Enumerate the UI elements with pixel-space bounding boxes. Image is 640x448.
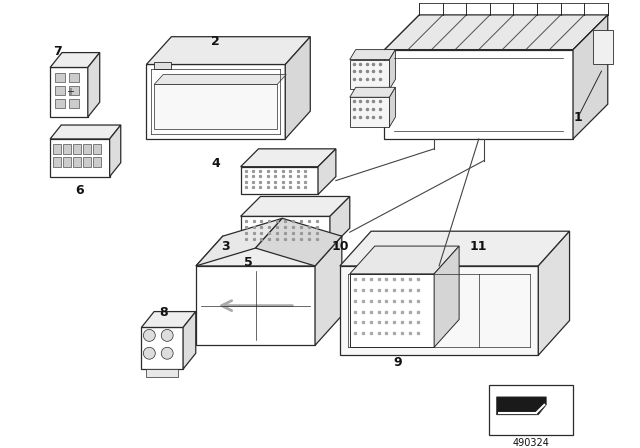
Text: 7: 7 [52,45,61,58]
Bar [69,99,79,108]
Polygon shape [196,236,342,266]
Bar [50,139,109,177]
Text: 490324: 490324 [513,438,549,448]
Polygon shape [241,149,336,167]
Text: 6: 6 [76,184,84,197]
Polygon shape [183,311,196,369]
Bar [593,30,612,65]
Polygon shape [88,52,100,117]
Text: 9: 9 [393,356,402,369]
Bar [69,86,79,95]
Polygon shape [350,87,396,97]
Bar [55,73,65,82]
Polygon shape [390,87,396,127]
Bar [196,266,315,345]
Bar [53,144,61,154]
Text: 5: 5 [244,256,253,269]
Polygon shape [318,149,336,194]
Circle shape [143,329,156,341]
Polygon shape [141,311,196,327]
Polygon shape [350,50,396,60]
Text: 1: 1 [573,111,582,124]
Bar [241,167,318,194]
Polygon shape [147,37,310,65]
Text: 8: 8 [159,306,168,319]
Bar [147,65,285,139]
Bar [53,157,61,167]
Bar [350,97,390,127]
Polygon shape [255,218,342,266]
Polygon shape [538,231,570,355]
Bar [350,60,390,89]
Bar [73,144,81,154]
Bar [63,157,71,167]
Text: 10: 10 [331,240,349,253]
Text: 2: 2 [211,35,220,48]
Bar [141,327,183,369]
Bar [340,266,538,355]
Circle shape [161,347,173,359]
Polygon shape [50,52,100,68]
Polygon shape [573,15,608,139]
Bar [69,73,79,82]
Text: 11: 11 [470,240,488,253]
Polygon shape [196,218,282,266]
Bar [241,216,330,248]
Polygon shape [350,246,459,274]
Polygon shape [241,197,350,216]
Polygon shape [434,246,459,347]
Polygon shape [154,61,171,69]
Polygon shape [330,197,350,248]
Bar [50,68,88,117]
Bar [350,274,434,347]
Polygon shape [315,236,342,345]
FancyArrowPatch shape [221,301,292,310]
Bar [93,144,100,154]
Polygon shape [154,74,286,84]
Bar [83,144,91,154]
Circle shape [143,347,156,359]
Polygon shape [109,125,121,177]
Bar [63,144,71,154]
Bar [385,50,573,139]
Bar [55,99,65,108]
Bar [93,157,100,167]
Text: +: + [66,87,74,97]
Polygon shape [340,231,570,266]
Bar [55,86,65,95]
Bar [489,385,573,435]
Bar [147,369,178,377]
Polygon shape [385,15,608,50]
Polygon shape [497,397,546,415]
Polygon shape [390,50,396,89]
Text: 4: 4 [211,157,220,170]
Bar [73,157,81,167]
Bar [83,157,91,167]
Polygon shape [50,125,121,139]
Bar [154,84,277,129]
Circle shape [161,329,173,341]
Polygon shape [285,37,310,139]
Text: 3: 3 [221,240,230,253]
